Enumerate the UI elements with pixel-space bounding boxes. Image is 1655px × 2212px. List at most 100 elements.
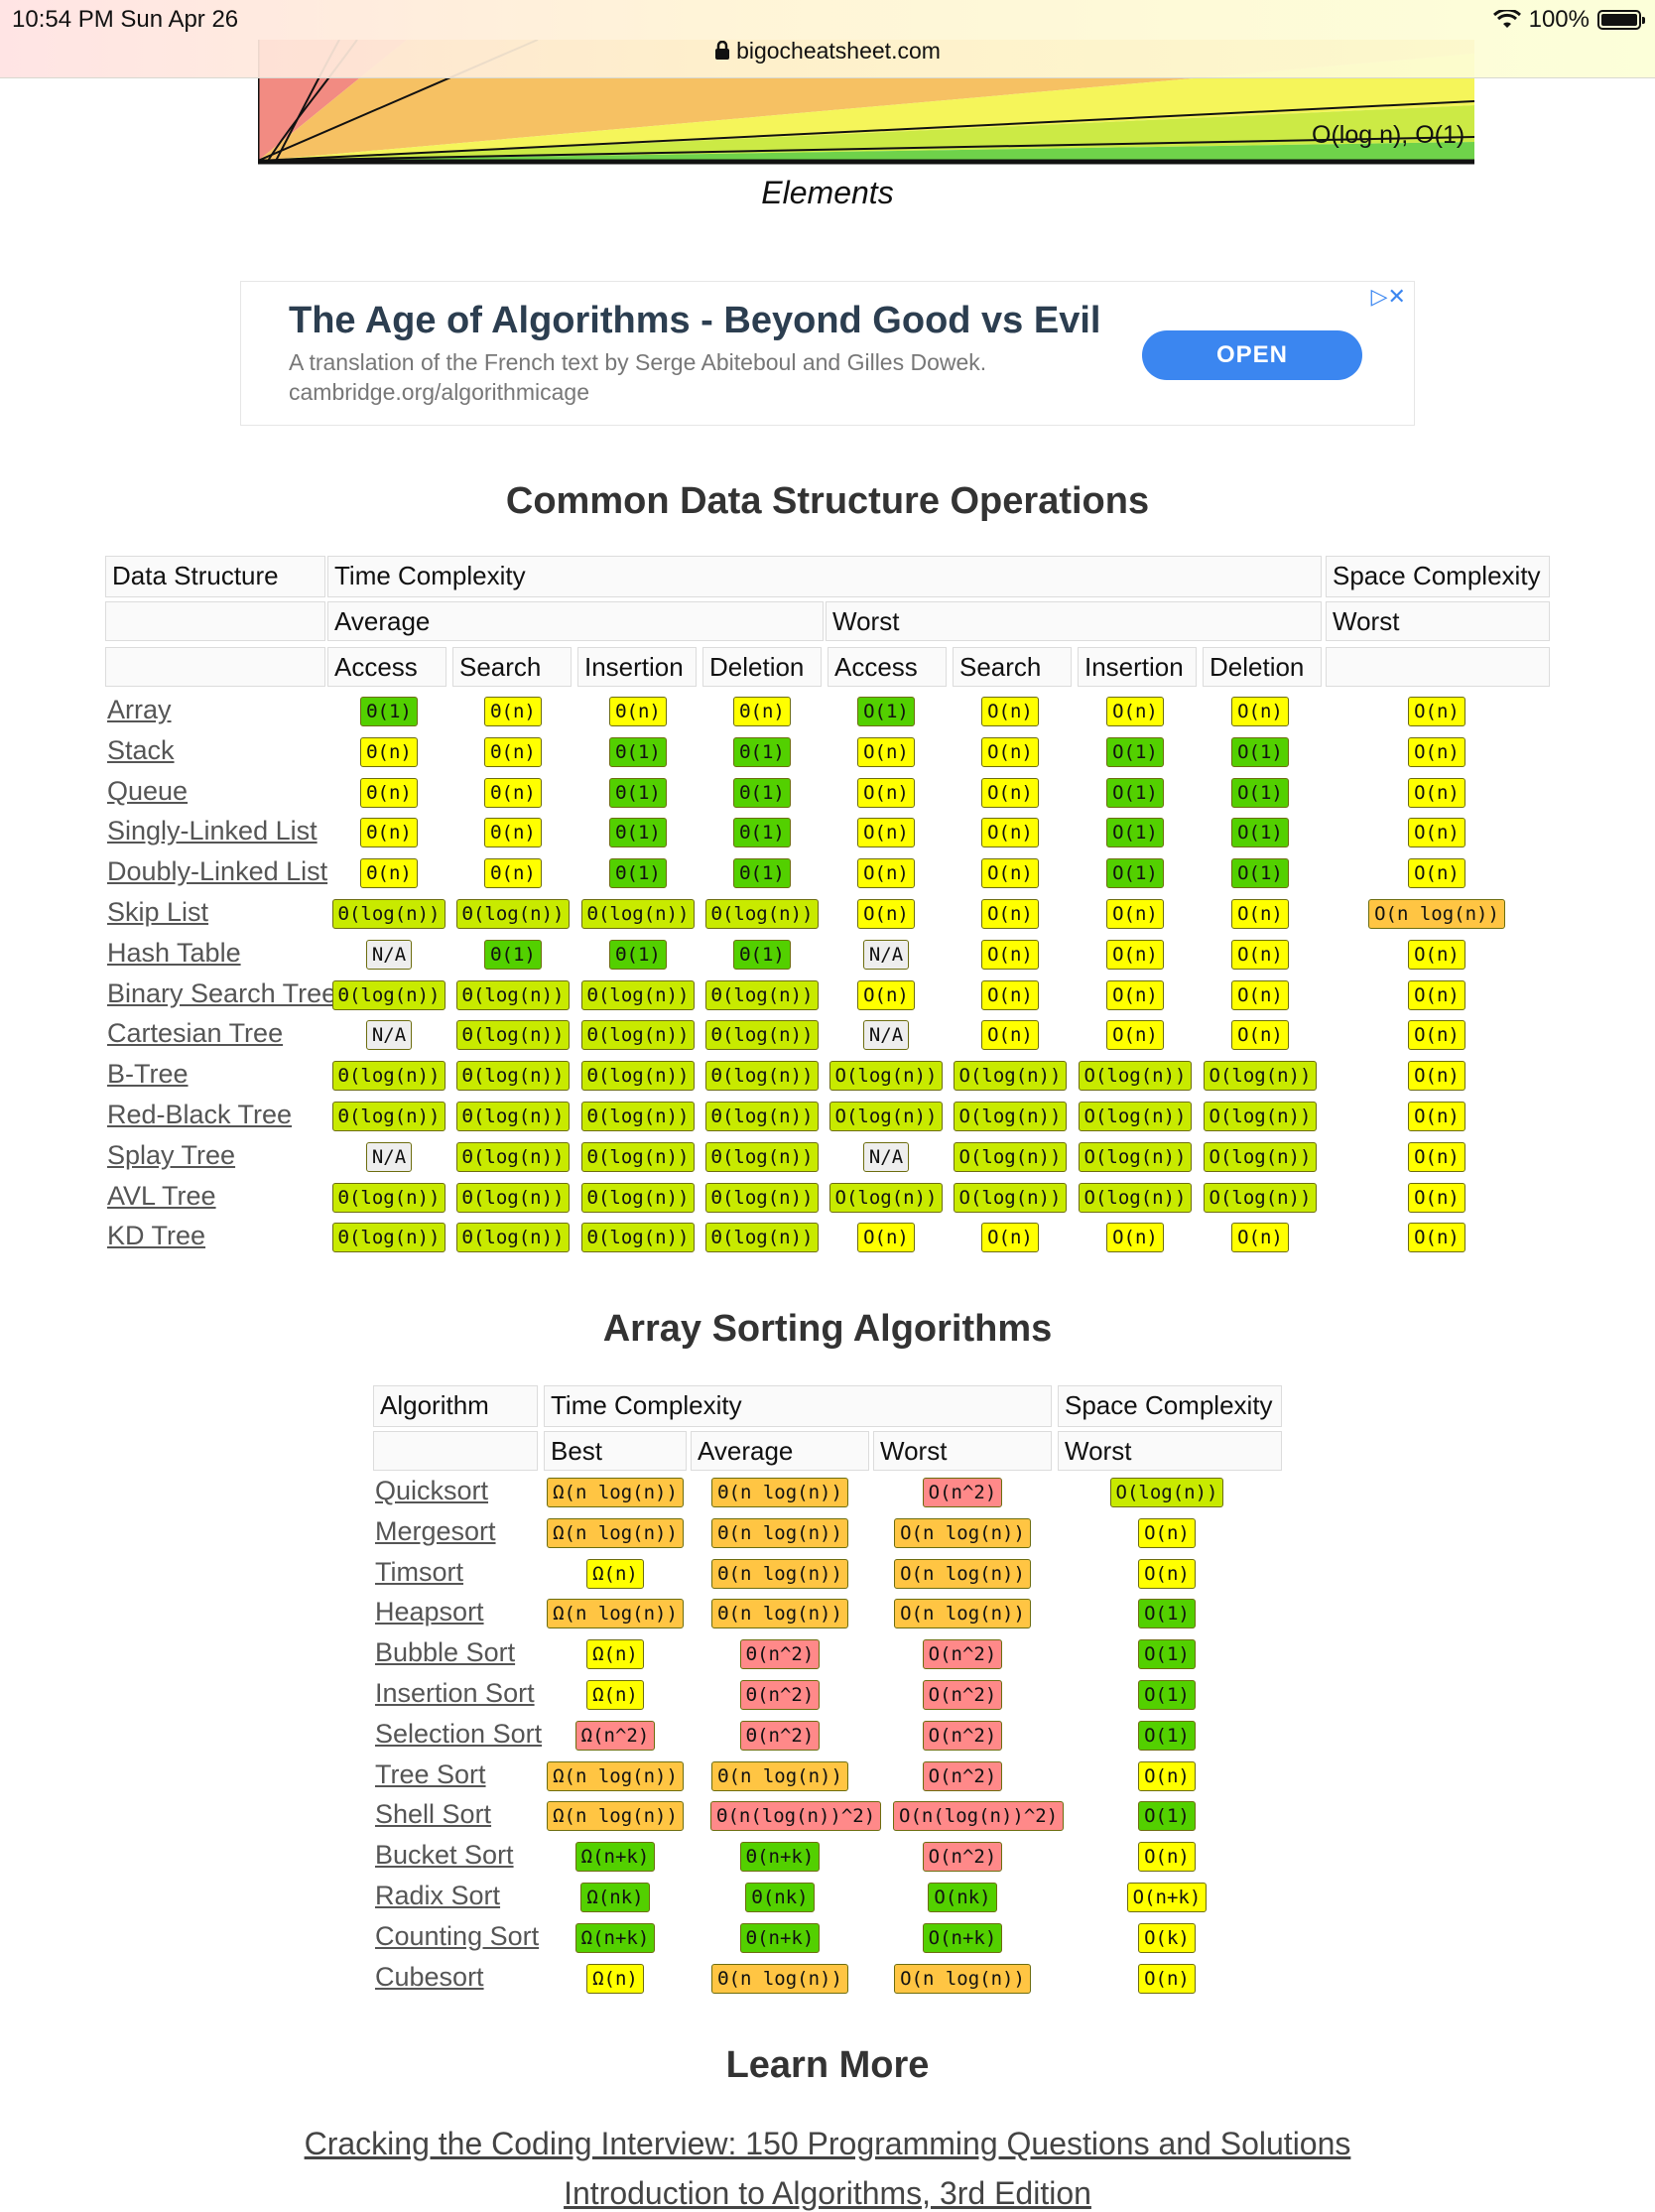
book-link[interactable]: Introduction to Algorithms, 3rd Edition: [564, 2175, 1091, 2211]
complexity-cell: Θ(log(n)): [444, 979, 582, 1010]
complexity-cell: O(1): [1066, 858, 1205, 889]
complexity-badge: Θ(log(n)): [455, 1223, 571, 1253]
ad-choices-icon[interactable]: ▷✕: [1370, 284, 1406, 309]
complexity-badge: Θ(n log(n)): [711, 1599, 848, 1629]
row-name-link[interactable]: Bucket Sort: [375, 1840, 514, 1871]
complexity-badge: Θ(log(n)): [331, 1182, 446, 1213]
complexity-cell: Ω(n): [546, 1963, 685, 1994]
row-name-link[interactable]: Queue: [107, 775, 189, 806]
complexity-badge: O(1): [1106, 736, 1164, 767]
complexity-cell: Θ(log(n)): [569, 1141, 707, 1172]
complexity-badge: Θ(n log(n)): [711, 1478, 848, 1507]
complexity-cell: O(log(n)): [941, 1141, 1080, 1172]
header-op: Search: [452, 647, 572, 687]
complexity-cell: Θ(n log(n)): [710, 1963, 849, 1994]
ad-banner[interactable]: The Age of Algorithms - Beyond Good vs E…: [240, 281, 1415, 426]
complexity-badge: O(n): [1231, 939, 1289, 970]
complexity-cell: O(n): [1097, 1842, 1236, 1873]
complexity-badge: O(n): [981, 858, 1039, 889]
ad-title[interactable]: The Age of Algorithms - Beyond Good vs E…: [289, 300, 1101, 341]
complexity-cell: O(log(n)): [817, 1102, 955, 1131]
row-name-link[interactable]: Singly-Linked List: [107, 816, 318, 846]
ad-open-button[interactable]: OPEN: [1142, 330, 1362, 380]
complexity-cell: Θ(log(n)): [569, 979, 707, 1010]
row-name-link[interactable]: Hash Table: [107, 937, 241, 968]
complexity-badge: O(1): [1231, 777, 1289, 808]
complexity-badge: O(log(n)): [953, 1182, 1068, 1213]
complexity-badge: Ω(n+k): [574, 1842, 656, 1873]
row-name-link[interactable]: Cubesort: [375, 1961, 484, 1992]
complexity-badge: O(n^2): [922, 1760, 1003, 1791]
row-name-link[interactable]: Binary Search Tree: [107, 977, 337, 1008]
complexity-badge: Θ(n): [484, 736, 542, 767]
complexity-badge: O(n): [1231, 899, 1289, 929]
complexity-cell: O(n): [1066, 979, 1205, 1010]
ad-url[interactable]: cambridge.org/algorithmicage: [289, 379, 589, 405]
complexity-cell: O(n): [1066, 1223, 1205, 1253]
complexity-badge: O(n): [981, 818, 1039, 848]
row-name-link[interactable]: AVL Tree: [107, 1180, 216, 1211]
complexity-badge: O(n): [1106, 1223, 1164, 1253]
complexity-cell: O(n): [941, 899, 1080, 929]
complexity-badge: O(1): [1138, 1680, 1196, 1710]
row-name-link[interactable]: Cartesian Tree: [107, 1018, 284, 1049]
complexity-badge: O(n): [981, 939, 1039, 970]
complexity-cell: O(n): [941, 736, 1080, 767]
row-name-link[interactable]: Array: [107, 695, 172, 724]
complexity-cell: Θ(1): [319, 697, 458, 726]
row-name-link[interactable]: Red-Black Tree: [107, 1100, 293, 1129]
row-name-link[interactable]: B-Tree: [107, 1059, 189, 1090]
complexity-cell: O(n): [1367, 979, 1506, 1010]
row-name-link[interactable]: Doubly-Linked List: [107, 856, 328, 887]
complexity-badge: O(log(n)): [1109, 1478, 1224, 1507]
complexity-cell: Θ(n log(n)): [710, 1599, 849, 1629]
complexity-badge: N/A: [862, 1020, 910, 1051]
complexity-cell: O(n): [1367, 1020, 1506, 1051]
complexity-badge: O(n^2): [922, 1720, 1003, 1751]
complexity-badge: Θ(1): [609, 939, 667, 970]
row-name-link[interactable]: Skip List: [107, 897, 209, 927]
row-name-link[interactable]: KD Tree: [107, 1221, 206, 1251]
complexity-cell: O(log(n)): [941, 1102, 1080, 1131]
complexity-badge: O(n): [981, 1020, 1039, 1051]
url-text[interactable]: bigocheatsheet.com: [736, 38, 941, 64]
row-name-link[interactable]: Mergesort: [375, 1515, 496, 1546]
complexity-badge: O(n): [1231, 697, 1289, 726]
complexity-cell: Θ(n log(n)): [710, 1760, 849, 1791]
complexity-cell: O(n): [1191, 899, 1330, 929]
complexity-cell: O(n): [941, 939, 1080, 970]
complexity-cell: O(n): [1367, 1102, 1506, 1131]
complexity-badge: O(n): [1231, 1223, 1289, 1253]
row-name-link[interactable]: Counting Sort: [375, 1920, 540, 1951]
row-name-link[interactable]: Tree Sort: [375, 1758, 486, 1789]
book-link[interactable]: Cracking the Coding Interview: 150 Progr…: [304, 2126, 1351, 2161]
url-bar[interactable]: bigocheatsheet.com: [0, 38, 1655, 65]
complexity-cell: O(n log(n)): [893, 1558, 1032, 1589]
row-name-link[interactable]: Splay Tree: [107, 1139, 236, 1170]
complexity-cell: Θ(log(n)): [319, 1182, 458, 1213]
header-space-complexity: Space Complexity: [1058, 1385, 1282, 1427]
row-name-link[interactable]: Shell Sort: [375, 1799, 492, 1830]
complexity-badge: O(log(n)): [1078, 1141, 1193, 1172]
complexity-cell: Θ(1): [693, 736, 831, 767]
row-name-link[interactable]: Stack: [107, 734, 175, 765]
complexity-cell: O(n): [1066, 697, 1205, 726]
row-name-link[interactable]: Bubble Sort: [375, 1637, 516, 1668]
complexity-cell: O(n^2): [893, 1478, 1032, 1507]
complexity-badge: Θ(n+k): [739, 1922, 821, 1953]
complexity-badge: N/A: [862, 939, 910, 970]
row-name-link[interactable]: Timsort: [375, 1556, 463, 1587]
header-best: Best: [544, 1431, 687, 1471]
complexity-badge: O(log(n)): [1078, 1102, 1193, 1131]
complexity-cell: Θ(1): [693, 777, 831, 808]
row-name-link[interactable]: Radix Sort: [375, 1881, 501, 1910]
complexity-cell: Ω(n+k): [546, 1842, 685, 1873]
row-name-link[interactable]: Heapsort: [375, 1597, 484, 1627]
complexity-badge: Θ(1): [733, 818, 791, 848]
complexity-cell: Θ(log(n)): [693, 1223, 831, 1253]
complexity-cell: Ω(nk): [546, 1883, 685, 1912]
row-name-link[interactable]: Insertion Sort: [375, 1678, 535, 1708]
row-name-link[interactable]: Selection Sort: [375, 1718, 543, 1749]
row-name-link[interactable]: Quicksort: [375, 1476, 489, 1505]
complexity-cell: O(n): [1097, 1517, 1236, 1548]
